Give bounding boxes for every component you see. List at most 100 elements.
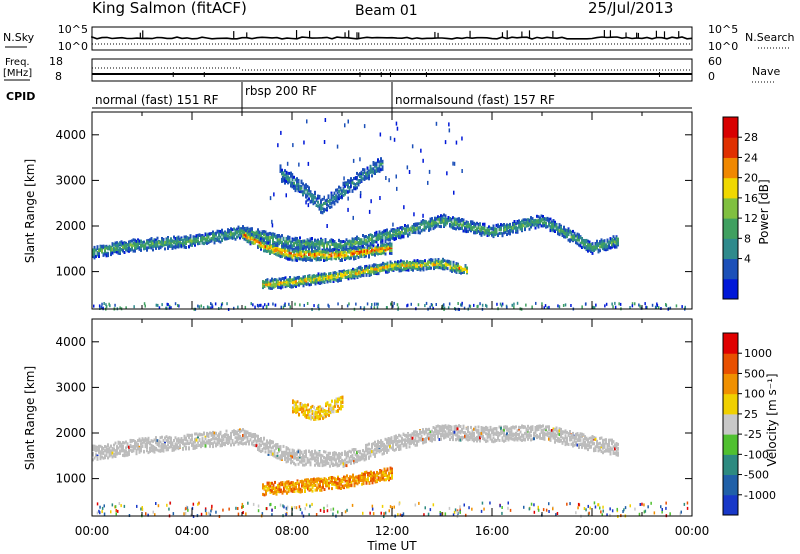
power-cell: [365, 242, 367, 246]
power-cell: [347, 255, 349, 259]
power-cell: [422, 219, 424, 222]
power-cell: [251, 228, 253, 232]
velocity-cell: [141, 441, 144, 445]
velocity-cell: [165, 435, 168, 439]
velocity-cell: [122, 445, 124, 448]
power-cell: [305, 243, 307, 247]
power-cell: [321, 243, 324, 247]
power-cell: [308, 283, 311, 287]
power-cell: [144, 304, 146, 308]
power-cell: [283, 279, 285, 283]
power-cell: [525, 221, 528, 224]
power-cell: [404, 263, 407, 267]
power-cell: [180, 244, 183, 248]
velocity-cell: [113, 448, 115, 452]
power-cell: [305, 245, 307, 249]
power-cell: [299, 303, 301, 307]
power-cell: [276, 238, 279, 242]
power-cell: [428, 169, 431, 174]
power-cell: [105, 244, 108, 248]
power-cell: [291, 185, 294, 189]
velocity-cell: [96, 457, 99, 461]
power-cell: [243, 230, 246, 234]
power-cell: [336, 244, 339, 248]
power-cell: [365, 235, 367, 238]
power-cell: [167, 246, 169, 250]
power-cell: [593, 249, 595, 252]
power-cell: [267, 241, 270, 245]
power-cell: [320, 239, 322, 243]
power-cell: [548, 220, 550, 224]
power-cell: [655, 306, 658, 310]
velocity-cell: [170, 444, 172, 448]
power-cell: [332, 242, 334, 246]
power-cell: [265, 280, 267, 284]
power-cell: [564, 303, 567, 307]
power-cell: [371, 167, 373, 171]
power-cell: [513, 223, 516, 227]
power-cell: [495, 231, 498, 234]
velocity-cell: [120, 448, 123, 452]
power-cell: [427, 266, 429, 270]
power-cell: [340, 270, 342, 274]
velocity-cell: [147, 437, 150, 441]
power-cell: [591, 242, 594, 246]
power-cell: [360, 245, 363, 248]
nave-label: Nave: [752, 65, 780, 78]
power-cell: [383, 250, 385, 253]
velocity-cell: [179, 444, 181, 448]
power-cell: [254, 240, 256, 244]
power-cell: [335, 243, 337, 247]
power-cell: [104, 252, 106, 256]
power-cell: [170, 239, 172, 243]
power-cell: [272, 246, 274, 250]
power-cell: [319, 279, 321, 283]
power-cell: [461, 303, 463, 307]
power-cell: [429, 224, 432, 228]
power-cell: [308, 186, 310, 190]
power-cell: [527, 218, 529, 222]
power-cell: [389, 267, 392, 271]
power-cell: [288, 257, 291, 261]
power-cell: [396, 126, 399, 131]
power-cell: [476, 221, 478, 225]
power-cell: [243, 233, 246, 237]
power-cell: [263, 239, 265, 243]
power-cell: [308, 277, 311, 281]
power-cell: [255, 232, 258, 236]
power-cell: [422, 158, 424, 163]
power-cell: [378, 234, 381, 238]
power-cell: [415, 266, 417, 270]
power-cell: [168, 239, 171, 243]
power-cell: [377, 245, 379, 249]
power-cell: [382, 262, 384, 266]
power-cell: [560, 229, 562, 232]
power-cell: [297, 253, 300, 257]
power-cell: [638, 303, 640, 307]
power-cell: [421, 262, 423, 266]
power-cell: [278, 282, 281, 286]
power-cell: [214, 302, 217, 306]
power-cell: [353, 240, 355, 244]
power-cell: [277, 285, 279, 289]
power-cell: [430, 260, 432, 264]
power-cell: [477, 225, 480, 229]
power-cell: [468, 227, 471, 231]
power-cell: [292, 278, 294, 282]
power-cell: [591, 251, 594, 255]
noise-tick-top-left: 10^5: [58, 23, 88, 36]
power-cell: [473, 221, 475, 225]
power-cell: [445, 260, 447, 264]
power-cell: [329, 239, 331, 243]
power-cell: [491, 227, 493, 231]
power-cell: [308, 241, 310, 245]
power-cell: [321, 238, 324, 242]
power-cell: [391, 264, 393, 268]
velocity-cell: [134, 440, 136, 443]
power-cell: [368, 169, 370, 173]
power-cell: [311, 276, 314, 280]
power-cell: [138, 247, 141, 251]
power-cell: [395, 229, 397, 233]
power-data: [92, 118, 686, 311]
power-cell: [362, 272, 365, 276]
